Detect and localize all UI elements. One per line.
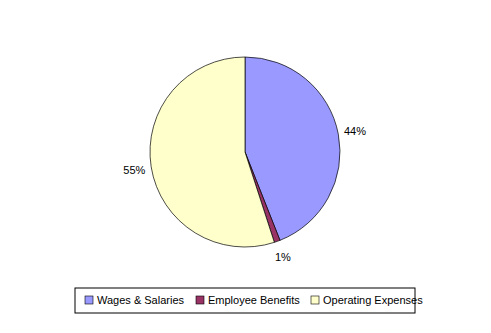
data-label: 1% [275, 251, 291, 263]
legend-label: Employee Benefits [208, 294, 300, 306]
pie-slice [150, 57, 274, 247]
legend-label: Wages & Salaries [97, 294, 185, 306]
legend: Wages & Salaries Employee Benefits Operati… [75, 288, 423, 313]
legend-swatch [311, 296, 319, 304]
legend-label: Operating Expenses [323, 294, 423, 306]
legend-swatch [85, 296, 93, 304]
chart: 44% 1% 55% Wages & Salaries Employee Benefit… [0, 0, 491, 333]
data-label: 55% [123, 164, 145, 176]
data-label: 44% [344, 125, 366, 137]
legend-swatch [196, 296, 204, 304]
pie [150, 57, 340, 247]
